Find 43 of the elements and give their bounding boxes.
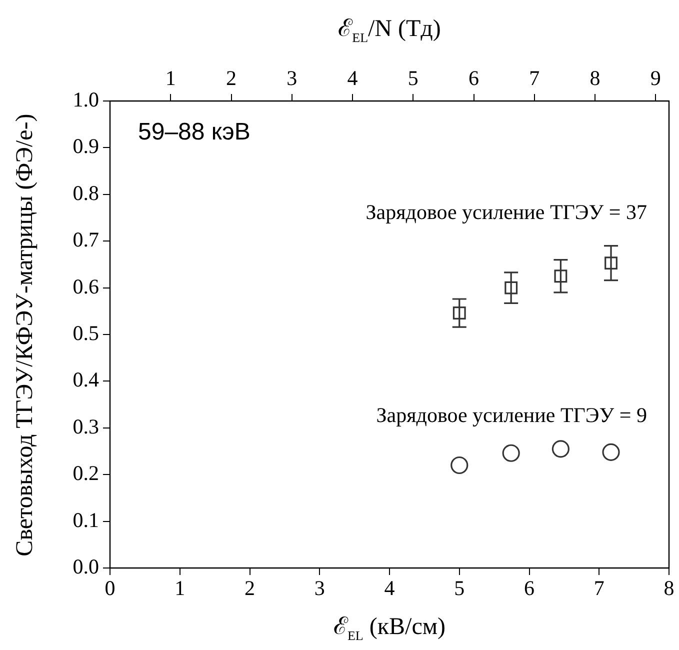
point: [552, 440, 570, 458]
series-label: Зарядовое усиление ТГЭУ = 9: [376, 402, 647, 427]
point: [604, 256, 618, 270]
x-tick-label: 8: [664, 576, 674, 600]
x-tick-label: 5: [454, 576, 465, 600]
x-tick-label: 6: [524, 576, 534, 600]
x2-tick-label: 8: [590, 66, 600, 90]
x-tick-label: 2: [244, 576, 255, 600]
x-tick-label: 1: [174, 576, 186, 600]
y-axis-title: Световыход ТГЭУ/КФЭУ-матрицы (ФЭ/е-): [12, 113, 39, 556]
point: [450, 456, 468, 474]
y-tick-label: 0.9: [72, 134, 99, 158]
x-tick-label: 7: [594, 576, 604, 600]
point: [502, 444, 520, 462]
point: [554, 270, 568, 283]
annotation: 59–88 кэВ: [138, 118, 250, 146]
x-tick-label: 0: [104, 576, 116, 600]
x2-tick-label: 6: [468, 66, 480, 90]
y-tick-label: 0.2: [72, 461, 99, 486]
x2-tick-label: 7: [529, 66, 540, 90]
x2-tick-label: 2: [226, 66, 237, 90]
x2-tick-label: 5: [408, 66, 418, 90]
x-tick-label: 4: [384, 576, 396, 600]
y-tick-label: 0.6: [72, 274, 99, 298]
y-tick-label: 1.0: [72, 88, 99, 112]
y-tick-label: 0.4: [72, 368, 100, 392]
x-axis-title: ℰ$_{EL}$ (кВ/см): [332, 613, 447, 644]
x2-tick-label: 4: [347, 66, 358, 90]
y-tick-label: 0.7: [72, 228, 99, 252]
text: Зарядовое усиление ТГЭУ = 37: [366, 200, 647, 224]
point: [452, 306, 466, 320]
y-tick-label: 0.5: [72, 321, 99, 346]
x2-tick-label: 1: [165, 66, 176, 90]
x-tick-label: 3: [314, 576, 325, 600]
x2-axis-title: ℰ$_{EL}$/N (Тд): [337, 15, 442, 46]
x2-tick-label: 3: [286, 66, 298, 90]
x2-tick-label: 9: [650, 66, 661, 90]
y-tick-label: 0.3: [72, 414, 99, 438]
point: [602, 443, 620, 461]
y-tick-label: 0.1: [72, 508, 99, 532]
y-tick-label: 0.8: [72, 180, 99, 205]
point: [504, 281, 518, 294]
y-tick-label: 0.0: [72, 554, 99, 579]
